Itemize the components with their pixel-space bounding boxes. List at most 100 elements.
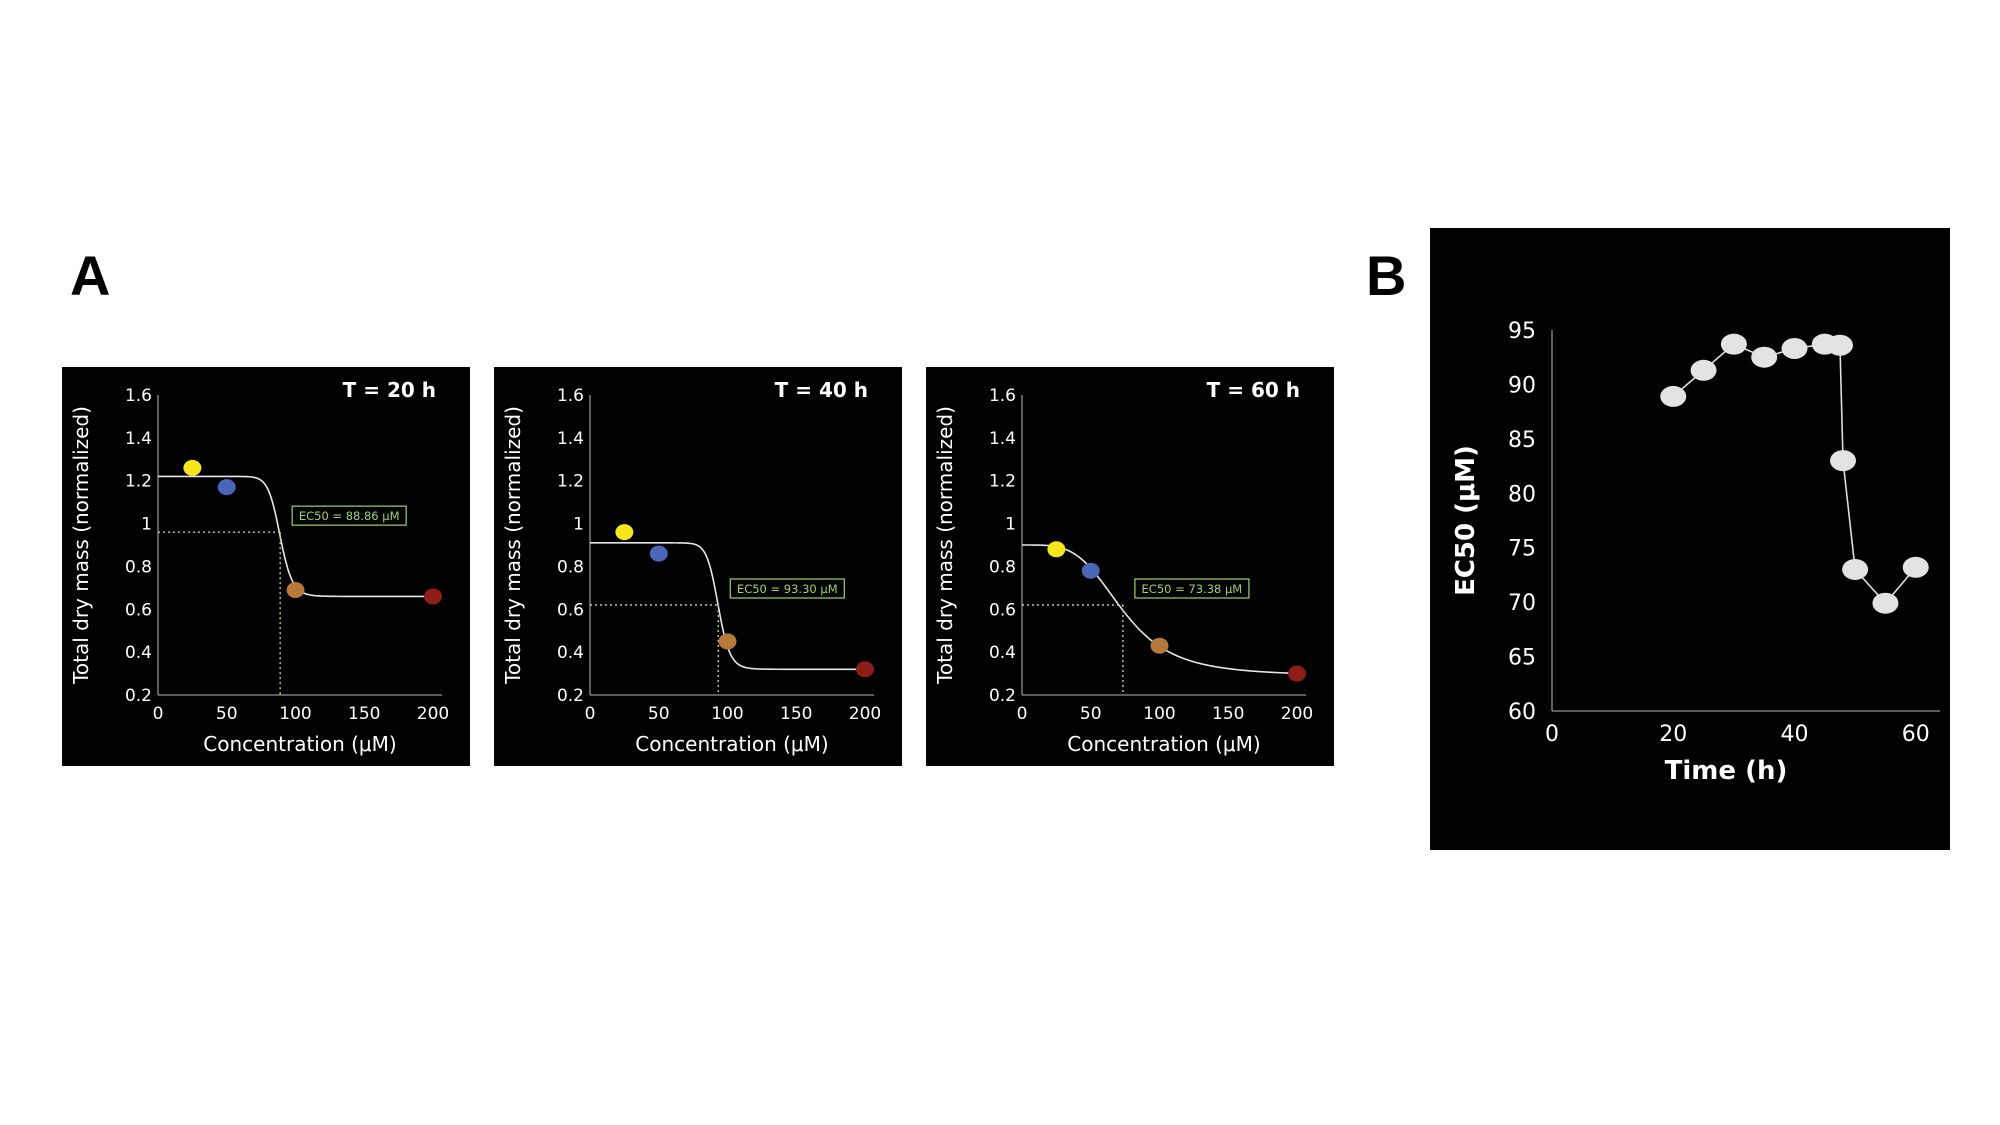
series-line xyxy=(1672,343,1917,605)
y-axis-label: Total dry mass (normalized) xyxy=(933,406,957,685)
dose-response-chart-40h: 0.2 0.4 0.6 0.8 1 1.2 1.4 1.6 0 50 100 150 200 Concen… xyxy=(494,367,902,766)
y-tick-label: 65 xyxy=(1508,646,1536,671)
ec50-time-chart: 60 65 70 75 80 85 90 95 0 20 40 60 Time (h) EC50 (μM) xyxy=(1430,228,1950,850)
fit-curve xyxy=(590,542,865,671)
chart-title: T = 60 h xyxy=(1207,378,1300,402)
panel-label-b: B xyxy=(1366,244,1407,307)
y-tick-label: 1.4 xyxy=(125,429,152,449)
y-tick-label: 70 xyxy=(1508,591,1536,616)
y-tick-label: 0.2 xyxy=(557,686,584,706)
data-point xyxy=(1660,385,1687,407)
dose-response-chart-60h: 0.2 0.4 0.6 0.8 1 1.2 1.4 1.6 0 50 100 150 200 Concen… xyxy=(926,367,1334,766)
x-tick-label: 0 xyxy=(153,704,164,724)
x-axis-label: Concentration (μM) xyxy=(203,732,396,756)
y-tick-label: 1 xyxy=(573,515,584,535)
y-tick-label: 75 xyxy=(1508,537,1536,562)
data-point xyxy=(1842,558,1869,580)
x-axis-label: Concentration (μM) xyxy=(635,732,828,756)
x-tick-label: 150 xyxy=(780,704,812,724)
chart-title: T = 40 h xyxy=(775,378,868,402)
y-tick-label: 0.4 xyxy=(125,643,152,663)
ec50-label: EC50 = 88.86 μM xyxy=(299,509,400,523)
y-tick-label: 0.2 xyxy=(989,686,1016,706)
y-tick-label: 0.6 xyxy=(989,600,1016,620)
x-tick-label: 100 xyxy=(279,704,311,724)
x-tick-label: 150 xyxy=(348,704,380,724)
fit-curve xyxy=(158,475,433,598)
x-tick-label: 200 xyxy=(417,704,449,724)
x-tick-label: 100 xyxy=(1143,704,1175,724)
y-tick-label: 1.2 xyxy=(125,472,152,492)
data-point xyxy=(286,582,305,598)
x-tick-label: 200 xyxy=(849,704,881,724)
x-tick-label: 150 xyxy=(1212,704,1244,724)
y-axis-label: Total dry mass (normalized) xyxy=(501,406,525,685)
data-point xyxy=(1690,359,1717,381)
y-tick-label: 1.6 xyxy=(125,386,152,406)
ec50-label-box xyxy=(291,505,407,526)
data-point xyxy=(217,479,236,496)
data-point xyxy=(1781,338,1808,360)
y-tick-label: 0.6 xyxy=(125,600,152,620)
x-tick-label: 50 xyxy=(216,704,238,724)
y-tick-label: 85 xyxy=(1508,428,1536,453)
ec50-label: EC50 = 73.38 μM xyxy=(1142,582,1243,596)
y-tick-label: 90 xyxy=(1508,373,1536,398)
ec50-label: EC50 = 93.30 μM xyxy=(737,582,838,596)
data-point xyxy=(615,524,634,541)
data-point xyxy=(1288,665,1306,682)
y-tick-label: 0.4 xyxy=(557,643,584,663)
data-point xyxy=(649,545,668,562)
x-tick-label: 0 xyxy=(585,704,596,724)
y-tick-label: 1 xyxy=(1005,515,1016,535)
y-tick-label: 1 xyxy=(141,515,152,535)
x-tick-label: 50 xyxy=(1080,704,1102,724)
x-axis-label: Time (h) xyxy=(1665,756,1788,786)
data-point xyxy=(856,661,874,678)
y-tick-label: 1.2 xyxy=(989,472,1016,492)
x-tick-label: 200 xyxy=(1281,704,1313,724)
ec50-label-box xyxy=(729,578,845,599)
x-axis-label: Concentration (μM) xyxy=(1067,732,1260,756)
y-tick-label: 95 xyxy=(1508,319,1536,344)
data-point xyxy=(1826,334,1853,356)
chart-svg: 60 65 70 75 80 85 90 95 0 20 40 60 Time (h) EC50 (μM) xyxy=(1451,319,1940,786)
panel-label-a: A xyxy=(70,244,111,307)
chart-svg: 0.2 0.4 0.6 0.8 1 1.2 1.4 1.6 0 50 100 150 200 Concen… xyxy=(933,378,1313,756)
data-point xyxy=(1872,592,1899,614)
data-point xyxy=(183,459,202,476)
x-tick-label: 0 xyxy=(1545,722,1559,747)
y-tick-label: 0.6 xyxy=(557,600,584,620)
y-tick-label: 60 xyxy=(1508,700,1536,725)
dose-response-chart-20h: 0.2 0.4 0.6 0.8 1 1.2 1.4 1.6 0 50 100 150 200 Concen… xyxy=(62,367,470,766)
fit-curve xyxy=(1022,544,1298,675)
data-point xyxy=(424,588,442,605)
y-tick-label: 0.2 xyxy=(125,686,152,706)
x-tick-label: 20 xyxy=(1659,722,1687,747)
data-point xyxy=(1902,556,1929,578)
data-point xyxy=(1150,637,1169,654)
data-point xyxy=(718,633,737,650)
data-point xyxy=(1830,450,1856,472)
data-point xyxy=(1751,346,1778,368)
x-tick-label: 0 xyxy=(1017,704,1028,724)
chart-title: T = 20 h xyxy=(343,378,436,402)
ec50-label-box xyxy=(1134,578,1250,599)
y-axis-label: EC50 (μM) xyxy=(1451,445,1481,596)
data-point xyxy=(1081,562,1100,579)
x-tick-label: 40 xyxy=(1781,722,1809,747)
y-tick-label: 1.6 xyxy=(557,386,584,406)
x-tick-label: 60 xyxy=(1902,722,1930,747)
x-tick-label: 100 xyxy=(711,704,743,724)
y-tick-label: 0.8 xyxy=(125,557,152,577)
y-tick-label: 1.6 xyxy=(989,386,1016,406)
y-tick-label: 1.4 xyxy=(557,429,584,449)
y-tick-label: 1.2 xyxy=(557,472,584,492)
chart-svg: 0.2 0.4 0.6 0.8 1 1.2 1.4 1.6 0 50 100 150 200 Concen… xyxy=(501,378,881,756)
y-tick-label: 80 xyxy=(1508,482,1536,507)
chart-svg: 0.2 0.4 0.6 0.8 1 1.2 1.4 1.6 0 50 100 150 200 Concen… xyxy=(69,378,449,756)
data-point xyxy=(1047,541,1066,558)
y-tick-label: 0.4 xyxy=(989,643,1016,663)
y-tick-label: 1.4 xyxy=(989,429,1016,449)
y-tick-label: 0.8 xyxy=(557,557,584,577)
